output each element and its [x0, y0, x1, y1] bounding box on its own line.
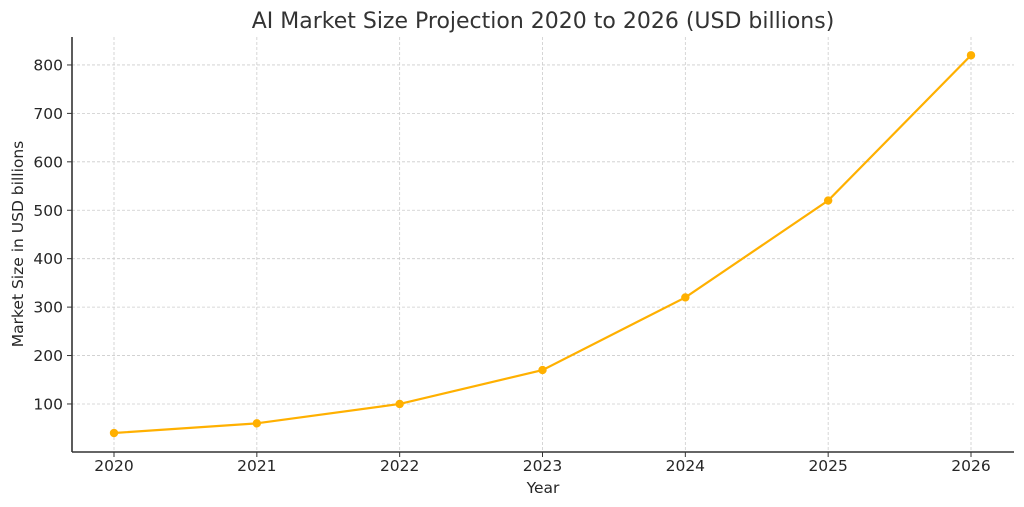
x-tick-label: 2021: [237, 457, 276, 475]
x-tick-label: 2026: [951, 457, 990, 475]
y-tick-label: 800: [33, 56, 63, 74]
data-point-marker: [966, 51, 976, 60]
y-tick-label: 200: [33, 347, 63, 365]
y-tick-label: 700: [33, 105, 63, 123]
data-point-marker: [109, 428, 119, 438]
y-tick-label: 500: [33, 202, 63, 220]
x-tick-label: 2024: [666, 457, 705, 475]
grid-lines: [72, 37, 1014, 452]
data-point-marker: [538, 365, 547, 375]
data-point-marker: [681, 293, 690, 302]
y-tick-label: 300: [33, 299, 63, 317]
data-point-marker: [823, 196, 833, 205]
y-tick-label: 600: [33, 153, 63, 171]
y-axis-label: Market Size in USD billions: [9, 141, 27, 348]
data-point-marker: [395, 399, 404, 409]
data-point-marker: [252, 419, 262, 428]
y-tick-label: 400: [33, 250, 63, 268]
x-tick-label: 2023: [523, 457, 562, 475]
y-tick-label: 100: [33, 395, 63, 413]
x-tick-label: 2022: [380, 457, 419, 475]
chart-title: AI Market Size Projection 2020 to 2026 (…: [252, 9, 835, 34]
x-axis-label: Year: [526, 479, 560, 497]
x-axis-ticks: 2020 2021 2022 2023 2024 2025 2026: [94, 452, 991, 475]
x-tick-label: 2020: [94, 457, 133, 475]
data-markers: [109, 51, 976, 438]
y-axis-ticks: 100 200 300 400 500 600 700 800: [33, 56, 72, 413]
x-tick-label: 2025: [808, 457, 847, 475]
